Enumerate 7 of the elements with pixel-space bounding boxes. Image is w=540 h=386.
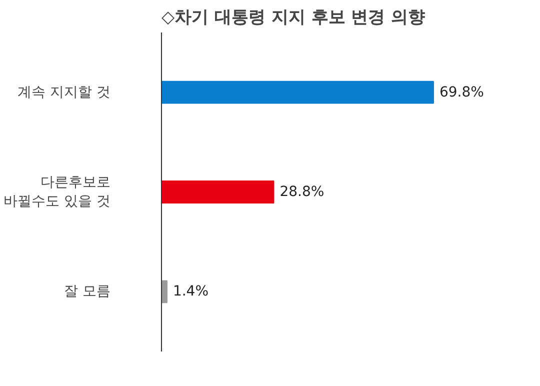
chart-title: ◇차기 대통령 지지 후보 변경 의향 <box>162 8 426 28</box>
data-label: 1.4% <box>172 284 209 300</box>
data-label: 69.8% <box>439 84 484 100</box>
y-tick-label: 계속 지지할 것 <box>18 84 111 100</box>
data-label: 28.8% <box>280 184 324 200</box>
y-tick-label: 잘 모름 <box>64 284 111 300</box>
y-tick-label: 다른후보로 바뀔수도 있을 것 <box>4 174 111 210</box>
